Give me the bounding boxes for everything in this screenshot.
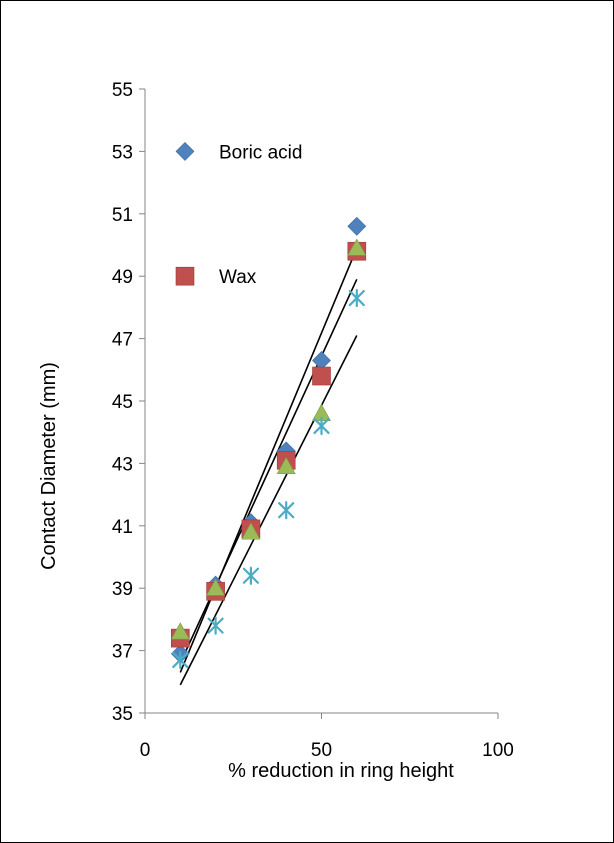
y-axis: 35 37 39 41 43 45 47 49 51 53 55 (112, 80, 146, 725)
trendlines (179, 247, 358, 686)
trendline (179, 247, 358, 673)
triangle-data-point (170, 622, 190, 640)
diamond-data-point (347, 216, 367, 236)
triangle-data-point (347, 238, 367, 256)
star-data-point (348, 288, 365, 308)
y-axis-title: Contact Diameter (mm) (38, 362, 60, 570)
y-tick-label: 45 (112, 392, 133, 413)
x-tick-label: 50 (311, 740, 332, 761)
y-tick-label: 37 (112, 642, 133, 663)
legend-label: Wax (219, 267, 257, 288)
y-tick-label: 55 (112, 80, 133, 101)
y-ticks: 35 37 39 41 43 45 47 49 51 53 55 (112, 80, 145, 725)
legend-item: Boric acid (175, 141, 302, 163)
triangle-data-point (241, 522, 261, 540)
legend: Boric acid Wax (175, 141, 302, 288)
y-tick-label: 39 (112, 579, 133, 600)
star-data-point (207, 616, 224, 635)
x-tick-label: 100 (482, 740, 514, 761)
y-tick-label: 41 (112, 517, 133, 538)
y-tick-label: 51 (112, 205, 133, 226)
y-tick-label: 49 (112, 267, 133, 288)
series-3 (170, 238, 367, 640)
y-tick-label: 43 (112, 454, 133, 475)
triangle-data-point (206, 578, 226, 596)
square-data-point (312, 366, 331, 386)
data-points (170, 216, 367, 670)
star-data-point (172, 650, 189, 670)
legend-item: Wax (175, 266, 257, 288)
series-2 (171, 241, 367, 648)
y-tick-label: 47 (112, 330, 133, 351)
x-tick-label: 0 (140, 740, 151, 761)
diamond-data-point (312, 351, 331, 370)
star-data-point (242, 566, 259, 585)
star-data-point (313, 416, 330, 436)
star-data-point (278, 501, 295, 520)
trendline (179, 335, 358, 686)
series-1 (170, 216, 367, 664)
x-axis: 0 50 100 (140, 712, 514, 761)
x-axis-title: % reduction in ring height (228, 760, 454, 782)
series-4 (172, 288, 365, 670)
x-ticks: 0 50 100 (140, 713, 514, 761)
triangle-data-point (276, 456, 296, 475)
legend-label: Boric acid (219, 142, 302, 163)
trendline (179, 278, 358, 664)
y-tick-label: 35 (112, 704, 133, 725)
legend-diamond-marker (175, 141, 195, 161)
y-tick-label: 53 (112, 142, 133, 163)
legend-square-marker (175, 266, 195, 286)
